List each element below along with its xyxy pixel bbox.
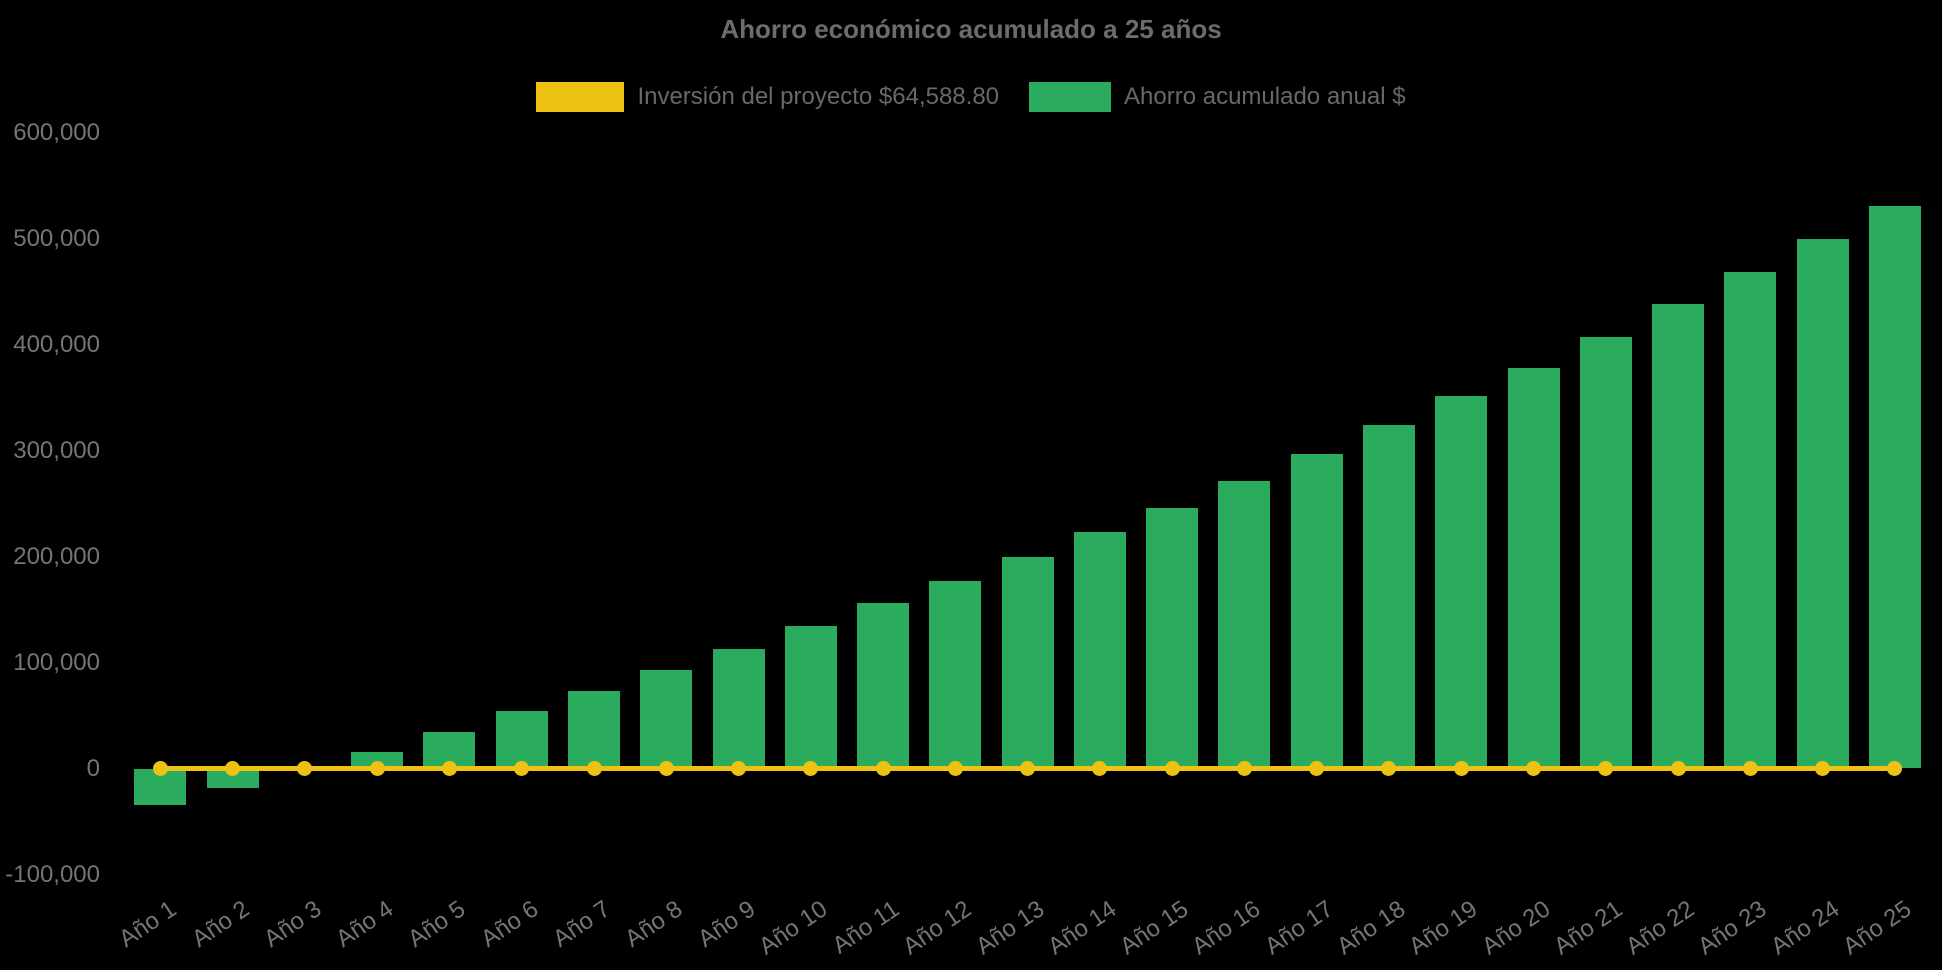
y-tick-label: 300,000 xyxy=(13,436,100,464)
y-tick-label: 500,000 xyxy=(13,224,100,252)
investment-line-dot[interactable] xyxy=(1887,761,1903,776)
bar-año-13[interactable] xyxy=(1001,556,1054,769)
bar-año-2[interactable] xyxy=(206,768,259,788)
bar-año-6[interactable] xyxy=(495,711,548,769)
investment-line-dot[interactable] xyxy=(1742,761,1758,776)
bar-año-23[interactable] xyxy=(1724,272,1777,769)
investment-line-dot[interactable] xyxy=(152,761,168,776)
bar-año-21[interactable] xyxy=(1579,337,1632,769)
bar-año-17[interactable] xyxy=(1290,453,1343,769)
investment-line-dot[interactable] xyxy=(1236,761,1252,776)
investment-line-dot[interactable] xyxy=(731,761,747,776)
investment-line-dot[interactable] xyxy=(1309,761,1325,776)
bar-año-8[interactable] xyxy=(640,669,693,769)
bar-año-19[interactable] xyxy=(1435,396,1488,769)
bar-año-10[interactable] xyxy=(784,626,837,769)
y-tick-label: 0 xyxy=(86,754,100,782)
investment-line-dot[interactable] xyxy=(586,761,602,776)
bar-año-22[interactable] xyxy=(1652,304,1705,769)
y-tick-label: -100,000 xyxy=(5,860,100,888)
bar-año-25[interactable] xyxy=(1868,205,1921,769)
investment-line-dot[interactable] xyxy=(1598,761,1614,776)
bar-año-7[interactable] xyxy=(568,691,621,769)
investment-line-dot[interactable] xyxy=(514,761,530,776)
bar-año-20[interactable] xyxy=(1507,367,1560,769)
bar-año-16[interactable] xyxy=(1218,481,1271,769)
bar-año-24[interactable] xyxy=(1796,238,1849,769)
legend-label-inversion: Inversión del proyecto $64,588.80 xyxy=(637,83,1000,110)
legend-label-ahorro: Ahorro acumulado anual $ xyxy=(1124,83,1406,110)
investment-line-dot[interactable] xyxy=(875,761,891,776)
bar-año-18[interactable] xyxy=(1362,425,1415,769)
investment-line-dot[interactable] xyxy=(1670,761,1686,776)
legend: Inversión del proyecto $64,588.80 Ahorro… xyxy=(0,82,1942,112)
legend-swatch-ahorro xyxy=(1029,82,1112,112)
chart-title: Ahorro económico acumulado a 25 años xyxy=(720,14,1222,44)
legend-swatch-inversion xyxy=(536,82,625,112)
investment-line-dot[interactable] xyxy=(803,761,819,776)
investment-line-dot[interactable] xyxy=(1020,761,1036,776)
y-tick-label: 100,000 xyxy=(13,648,100,676)
investment-line-dot[interactable] xyxy=(1815,761,1831,776)
investment-line-dot[interactable] xyxy=(1526,761,1542,776)
y-tick-label: 600,000 xyxy=(13,118,100,146)
legend-item-ahorro: Ahorro acumulado anual $ xyxy=(1029,82,1406,112)
investment-line-dot[interactable] xyxy=(1092,761,1108,776)
investment-line-dot[interactable] xyxy=(225,761,241,776)
investment-line-dot[interactable] xyxy=(947,761,963,776)
bar-año-14[interactable] xyxy=(1073,532,1126,769)
y-tick-label: 400,000 xyxy=(13,330,100,358)
investment-line-dot[interactable] xyxy=(297,761,313,776)
investment-line-dot[interactable] xyxy=(1453,761,1469,776)
bar-año-15[interactable] xyxy=(1146,507,1199,769)
investment-line-dot[interactable] xyxy=(1381,761,1397,776)
bar-año-4[interactable] xyxy=(351,751,404,769)
investment-line-dot[interactable] xyxy=(1164,761,1180,776)
investment-line-dot[interactable] xyxy=(658,761,674,776)
legend-item-inversion: Inversión del proyecto $64,588.80 xyxy=(536,82,999,112)
y-tick-label: 200,000 xyxy=(13,542,100,570)
bar-año-9[interactable] xyxy=(712,648,765,769)
investment-line-dot[interactable] xyxy=(369,761,385,776)
bar-año-11[interactable] xyxy=(857,603,910,769)
bar-año-12[interactable] xyxy=(929,580,982,769)
investment-line-dot[interactable] xyxy=(441,761,457,776)
